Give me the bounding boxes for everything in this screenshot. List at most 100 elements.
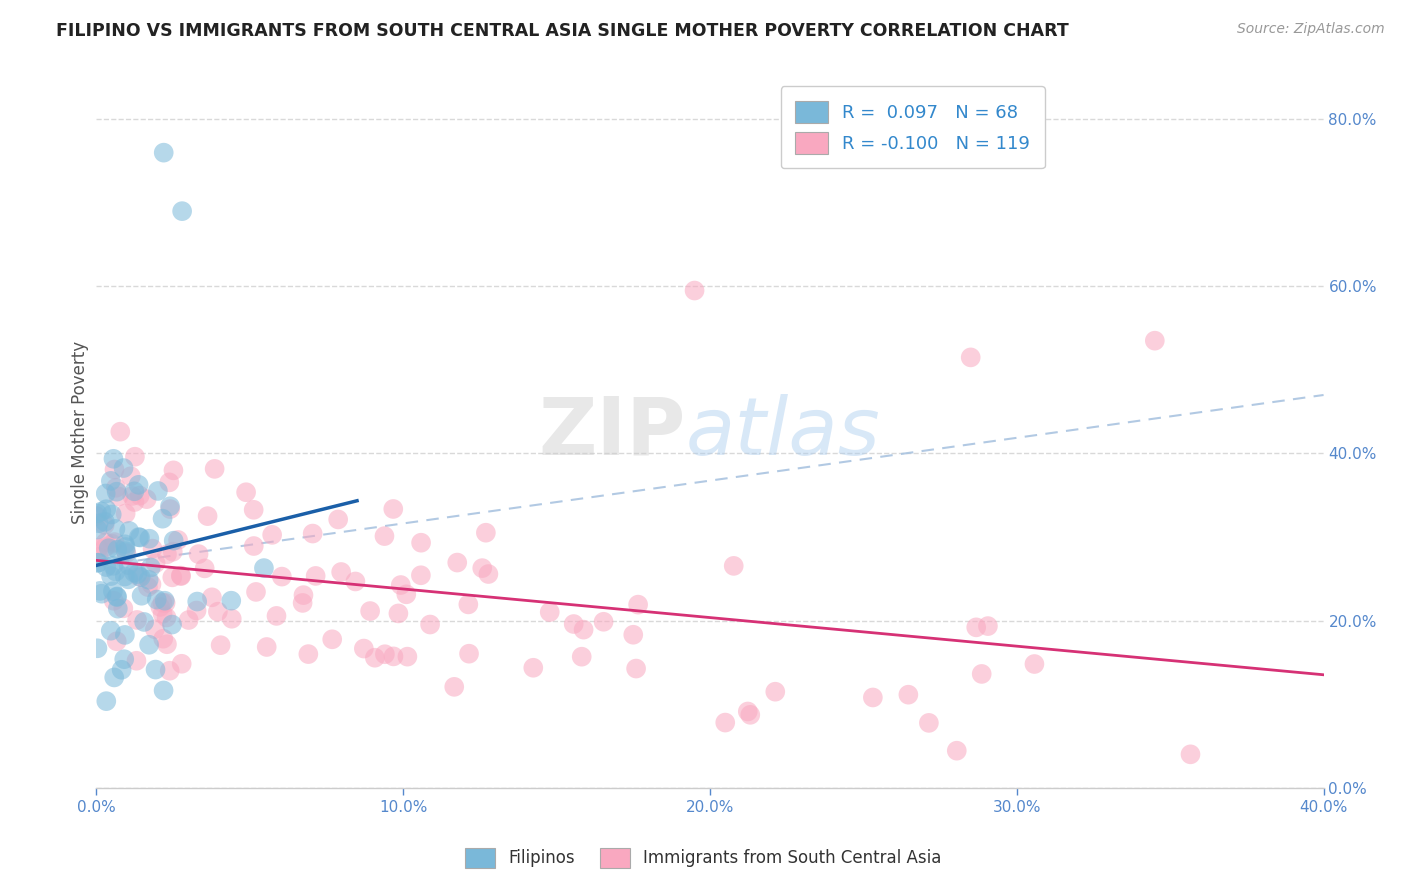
Point — [103, 558, 125, 573]
Point — [897, 688, 920, 702]
Point — [101, 584, 124, 599]
Point — [152, 683, 174, 698]
Point — [374, 647, 396, 661]
Point — [245, 585, 267, 599]
Point — [471, 561, 494, 575]
Point — [155, 610, 177, 624]
Point — [256, 640, 278, 654]
Point — [172, 204, 194, 219]
Point — [146, 483, 169, 498]
Point — [86, 556, 108, 570]
Point — [167, 533, 190, 547]
Point — [87, 541, 110, 556]
Point — [152, 596, 174, 610]
Point — [86, 507, 108, 521]
Point — [94, 540, 117, 554]
Point — [387, 607, 409, 621]
Point — [977, 619, 1000, 633]
Point — [86, 523, 108, 537]
Text: ZIP: ZIP — [538, 393, 685, 472]
Point — [292, 588, 315, 602]
Point — [107, 490, 129, 504]
Point — [159, 664, 181, 678]
Legend: R =  0.097   N = 68, R = -0.100   N = 119: R = 0.097 N = 68, R = -0.100 N = 119 — [780, 87, 1045, 169]
Point — [89, 583, 111, 598]
Point — [145, 592, 167, 607]
Point — [115, 546, 138, 560]
Point — [970, 667, 993, 681]
Point — [197, 509, 219, 524]
Point — [186, 594, 208, 608]
Point — [86, 641, 108, 656]
Point — [714, 715, 737, 730]
Point — [359, 604, 381, 618]
Point — [475, 525, 498, 540]
Point — [124, 495, 146, 509]
Point — [571, 649, 593, 664]
Point — [321, 632, 343, 647]
Point — [162, 545, 184, 559]
Point — [114, 537, 136, 551]
Point — [186, 603, 208, 617]
Point — [105, 542, 128, 557]
Point — [128, 530, 150, 544]
Point — [153, 593, 176, 607]
Point — [683, 284, 706, 298]
Point — [382, 502, 405, 516]
Point — [219, 593, 242, 607]
Point — [458, 647, 481, 661]
Point — [477, 567, 499, 582]
Point — [124, 484, 146, 499]
Point — [201, 591, 224, 605]
Point — [87, 556, 110, 570]
Point — [107, 601, 129, 615]
Point — [204, 462, 226, 476]
Point — [1024, 657, 1046, 671]
Point — [959, 351, 981, 365]
Point — [395, 587, 418, 601]
Point — [100, 569, 122, 583]
Point — [124, 450, 146, 464]
Point — [344, 574, 367, 589]
Point — [740, 707, 762, 722]
Point — [157, 475, 180, 490]
Point — [87, 516, 110, 531]
Point — [121, 489, 143, 503]
Point — [129, 570, 152, 584]
Point — [170, 568, 193, 582]
Point — [145, 556, 167, 570]
Text: Source: ZipAtlas.com: Source: ZipAtlas.com — [1237, 22, 1385, 37]
Point — [965, 620, 987, 634]
Point — [305, 569, 328, 583]
Point — [112, 652, 135, 666]
Point — [143, 622, 166, 636]
Point — [160, 617, 183, 632]
Point — [94, 515, 117, 529]
Point — [457, 598, 479, 612]
Point — [90, 504, 112, 518]
Point — [266, 608, 288, 623]
Point — [138, 532, 160, 546]
Point — [862, 690, 884, 705]
Point — [134, 615, 156, 629]
Point — [114, 544, 136, 558]
Point — [624, 662, 647, 676]
Point — [94, 535, 117, 549]
Point — [103, 670, 125, 684]
Point — [87, 549, 110, 564]
Point — [100, 508, 122, 522]
Point — [104, 481, 127, 495]
Point — [396, 649, 419, 664]
Point — [446, 556, 468, 570]
Point — [443, 680, 465, 694]
Point — [152, 145, 174, 160]
Point — [763, 684, 786, 698]
Point — [93, 517, 115, 532]
Point — [96, 694, 118, 708]
Point — [253, 561, 276, 575]
Point — [159, 502, 181, 516]
Text: FILIPINO VS IMMIGRANTS FROM SOUTH CENTRAL ASIA SINGLE MOTHER POVERTY CORRELATION: FILIPINO VS IMMIGRANTS FROM SOUTH CENTRA… — [56, 22, 1069, 40]
Text: atlas: atlas — [685, 393, 880, 472]
Point — [122, 566, 145, 580]
Point — [242, 539, 264, 553]
